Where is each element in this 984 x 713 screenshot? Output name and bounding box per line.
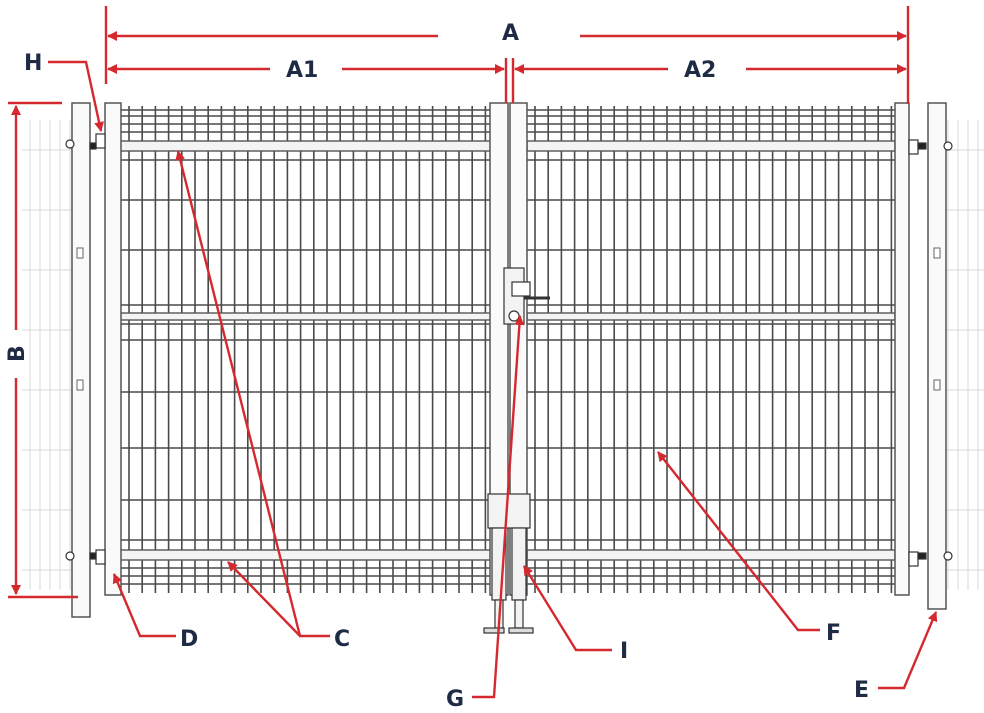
label-C: C <box>334 627 350 652</box>
hinge-bottom-right <box>908 551 953 567</box>
label-E: E <box>854 678 869 703</box>
gate-posts <box>71 102 947 618</box>
label-A2: A2 <box>684 58 716 83</box>
left-leaf-hinge-stile <box>104 102 122 596</box>
hinge-bottom-left <box>65 549 106 565</box>
label-G: G <box>446 687 464 708</box>
leader-C2 <box>227 561 301 637</box>
label-B: B <box>5 345 30 362</box>
label-I: I <box>620 639 628 664</box>
labels: A A1 A2 B H C D G I F E <box>5 21 869 712</box>
left-gate-leaf <box>121 106 490 593</box>
hinge-top-right <box>908 139 953 155</box>
callout-leaders <box>48 60 938 699</box>
leader-D <box>112 573 176 638</box>
hinges <box>65 133 953 567</box>
label-A1: A1 <box>286 58 318 83</box>
mesh-panel-right <box>527 106 895 593</box>
leader-E <box>878 611 938 690</box>
dimension-lines <box>8 6 910 599</box>
right-leaf-hinge-stile <box>894 102 910 596</box>
label-F: F <box>826 621 841 646</box>
mesh-panel-left <box>121 106 490 593</box>
hinge-top-left <box>65 133 106 150</box>
label-D: D <box>180 627 198 652</box>
leader-H <box>48 60 104 132</box>
gate-lock <box>503 267 550 325</box>
leader-C1 <box>175 150 330 638</box>
background-fence <box>22 120 984 590</box>
right-post <box>927 102 947 610</box>
label-A: A <box>502 21 519 46</box>
label-H: H <box>24 51 42 76</box>
leader-F <box>657 451 820 632</box>
leader-I <box>522 565 612 652</box>
left-post <box>71 102 91 618</box>
right-gate-leaf <box>527 106 895 593</box>
gate-stiles <box>104 102 910 596</box>
leader-G <box>472 315 525 699</box>
